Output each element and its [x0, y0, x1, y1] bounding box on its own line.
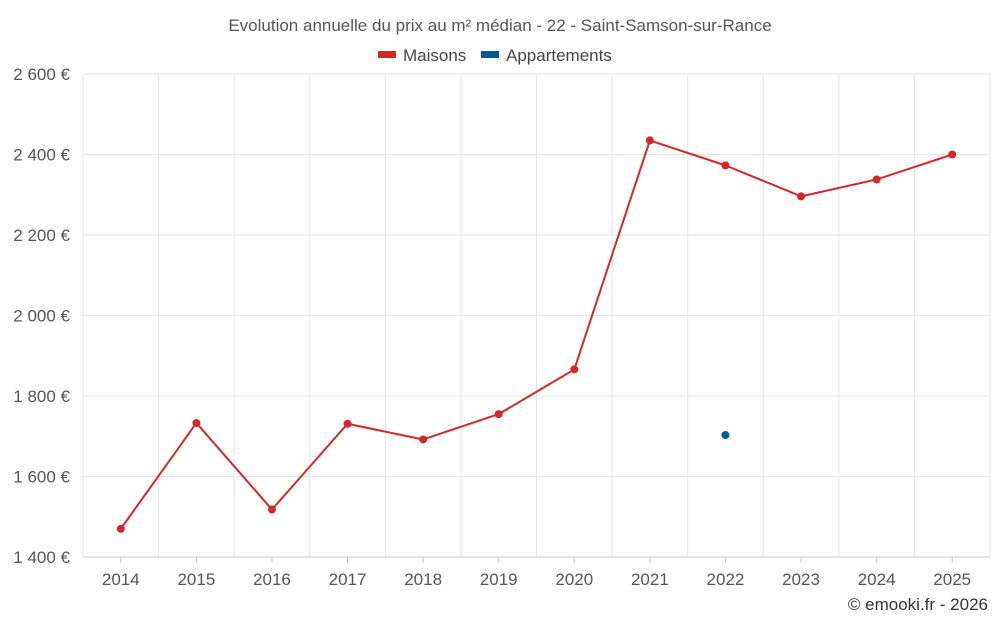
data-point-maisons-2019[interactable] — [494, 410, 503, 419]
x-tick-label: 2025 — [933, 570, 971, 589]
axes: 1 400 € 1 600 € 1 800 € 2 000 € 2 200 € 2 400… — [13, 65, 990, 589]
chart-title: Evolution annuelle du prix au m² médian … — [228, 16, 771, 35]
y-tick-label: 2 200 € — [13, 226, 70, 245]
data-point-maisons-2022[interactable] — [721, 161, 730, 170]
x-tick-label: 2017 — [329, 570, 367, 589]
legend: Maisons Appartements — [378, 46, 612, 65]
series — [116, 136, 957, 533]
legend-item-appartements[interactable]: Appartements — [481, 46, 612, 65]
data-point-maisons-2016[interactable] — [267, 505, 276, 514]
x-tick-label: 2014 — [102, 570, 140, 589]
x-tick-label: 2024 — [858, 570, 896, 589]
data-point-maisons-2020[interactable] — [570, 365, 579, 374]
x-tick-label: 2022 — [707, 570, 745, 589]
y-tick-label: 1 800 € — [13, 387, 70, 406]
x-tick-label: 2018 — [404, 570, 442, 589]
x-tick-label: 2021 — [631, 570, 669, 589]
x-tick-label: 2016 — [253, 570, 291, 589]
data-point-maisons-2024[interactable] — [872, 175, 881, 184]
x-tick-label: 2023 — [782, 570, 820, 589]
legend-label-appartements: Appartements — [506, 46, 612, 65]
data-point-maisons-2023[interactable] — [797, 192, 806, 201]
legend-swatch-maisons — [378, 51, 396, 58]
x-tick-label: 2015 — [177, 570, 215, 589]
data-point-maisons-2017[interactable] — [343, 419, 352, 428]
y-tick-label: 2 000 € — [13, 307, 70, 326]
gridlines — [82, 73, 991, 557]
data-point-maisons-2014[interactable] — [116, 524, 125, 533]
y-tick-label: 1 400 € — [13, 548, 70, 567]
data-point-maisons-2025[interactable] — [948, 150, 957, 159]
data-point-appartements-2022[interactable] — [721, 431, 730, 440]
x-tick-label: 2020 — [555, 570, 593, 589]
legend-label-maisons: Maisons — [403, 46, 466, 65]
y-tick-label: 2 400 € — [13, 146, 70, 165]
data-point-maisons-2015[interactable] — [192, 418, 201, 427]
data-point-maisons-2021[interactable] — [645, 136, 654, 145]
legend-item-maisons[interactable]: Maisons — [378, 46, 466, 65]
y-tick-label: 2 600 € — [13, 65, 70, 84]
data-point-maisons-2018[interactable] — [419, 435, 428, 444]
legend-swatch-appartements — [481, 51, 499, 58]
x-tick-label: 2019 — [480, 570, 518, 589]
series-line-maisons — [119, 139, 953, 530]
y-tick-label: 1 600 € — [13, 468, 70, 487]
credit-text: © emooki.fr - 2026 — [848, 595, 988, 614]
